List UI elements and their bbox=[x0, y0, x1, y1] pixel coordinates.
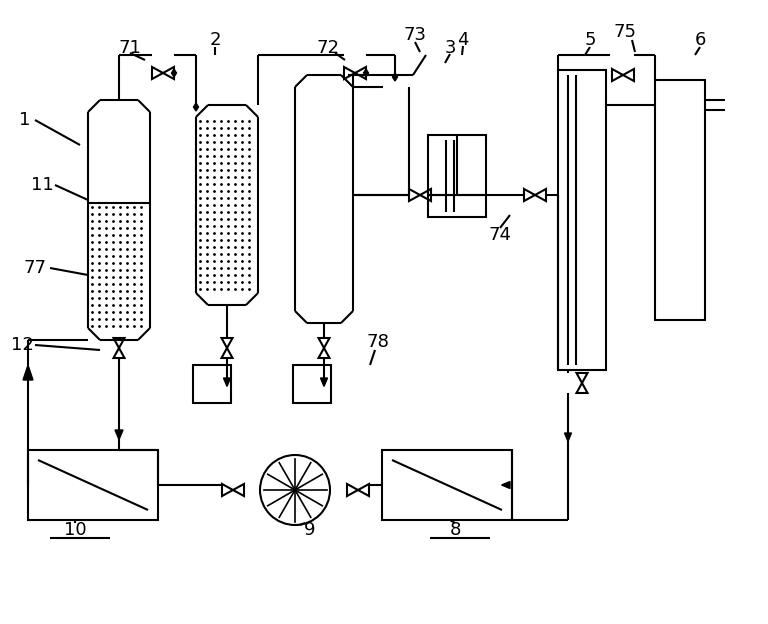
Text: 12: 12 bbox=[11, 336, 34, 354]
Text: 77: 77 bbox=[24, 259, 47, 277]
Text: 74: 74 bbox=[488, 226, 511, 244]
Polygon shape bbox=[564, 433, 571, 441]
Bar bbox=[193, 365, 231, 403]
Polygon shape bbox=[392, 73, 398, 81]
Polygon shape bbox=[171, 69, 177, 77]
Text: 1: 1 bbox=[19, 111, 31, 129]
Text: 71: 71 bbox=[118, 39, 141, 57]
Text: 75: 75 bbox=[614, 23, 637, 41]
Text: 3: 3 bbox=[444, 39, 455, 57]
Polygon shape bbox=[223, 378, 230, 386]
Polygon shape bbox=[115, 430, 123, 439]
Bar bbox=[428, 135, 486, 217]
Text: 5: 5 bbox=[584, 31, 596, 49]
Text: 10: 10 bbox=[64, 521, 86, 539]
Bar bbox=[293, 365, 331, 403]
Bar bbox=[558, 70, 606, 370]
Text: 6: 6 bbox=[694, 31, 706, 49]
Text: 2: 2 bbox=[209, 31, 220, 49]
Text: 72: 72 bbox=[316, 39, 339, 57]
Polygon shape bbox=[320, 378, 327, 386]
Bar bbox=[382, 450, 512, 520]
Text: 73: 73 bbox=[403, 26, 426, 44]
Text: 78: 78 bbox=[366, 333, 389, 351]
Text: 8: 8 bbox=[449, 521, 461, 539]
Text: 4: 4 bbox=[457, 31, 468, 49]
Text: 11: 11 bbox=[31, 176, 53, 194]
Bar bbox=[28, 450, 158, 520]
Bar bbox=[655, 80, 705, 320]
Polygon shape bbox=[502, 482, 510, 489]
Polygon shape bbox=[363, 69, 369, 77]
Text: 9: 9 bbox=[304, 521, 316, 539]
Polygon shape bbox=[194, 103, 198, 111]
Polygon shape bbox=[23, 365, 33, 380]
